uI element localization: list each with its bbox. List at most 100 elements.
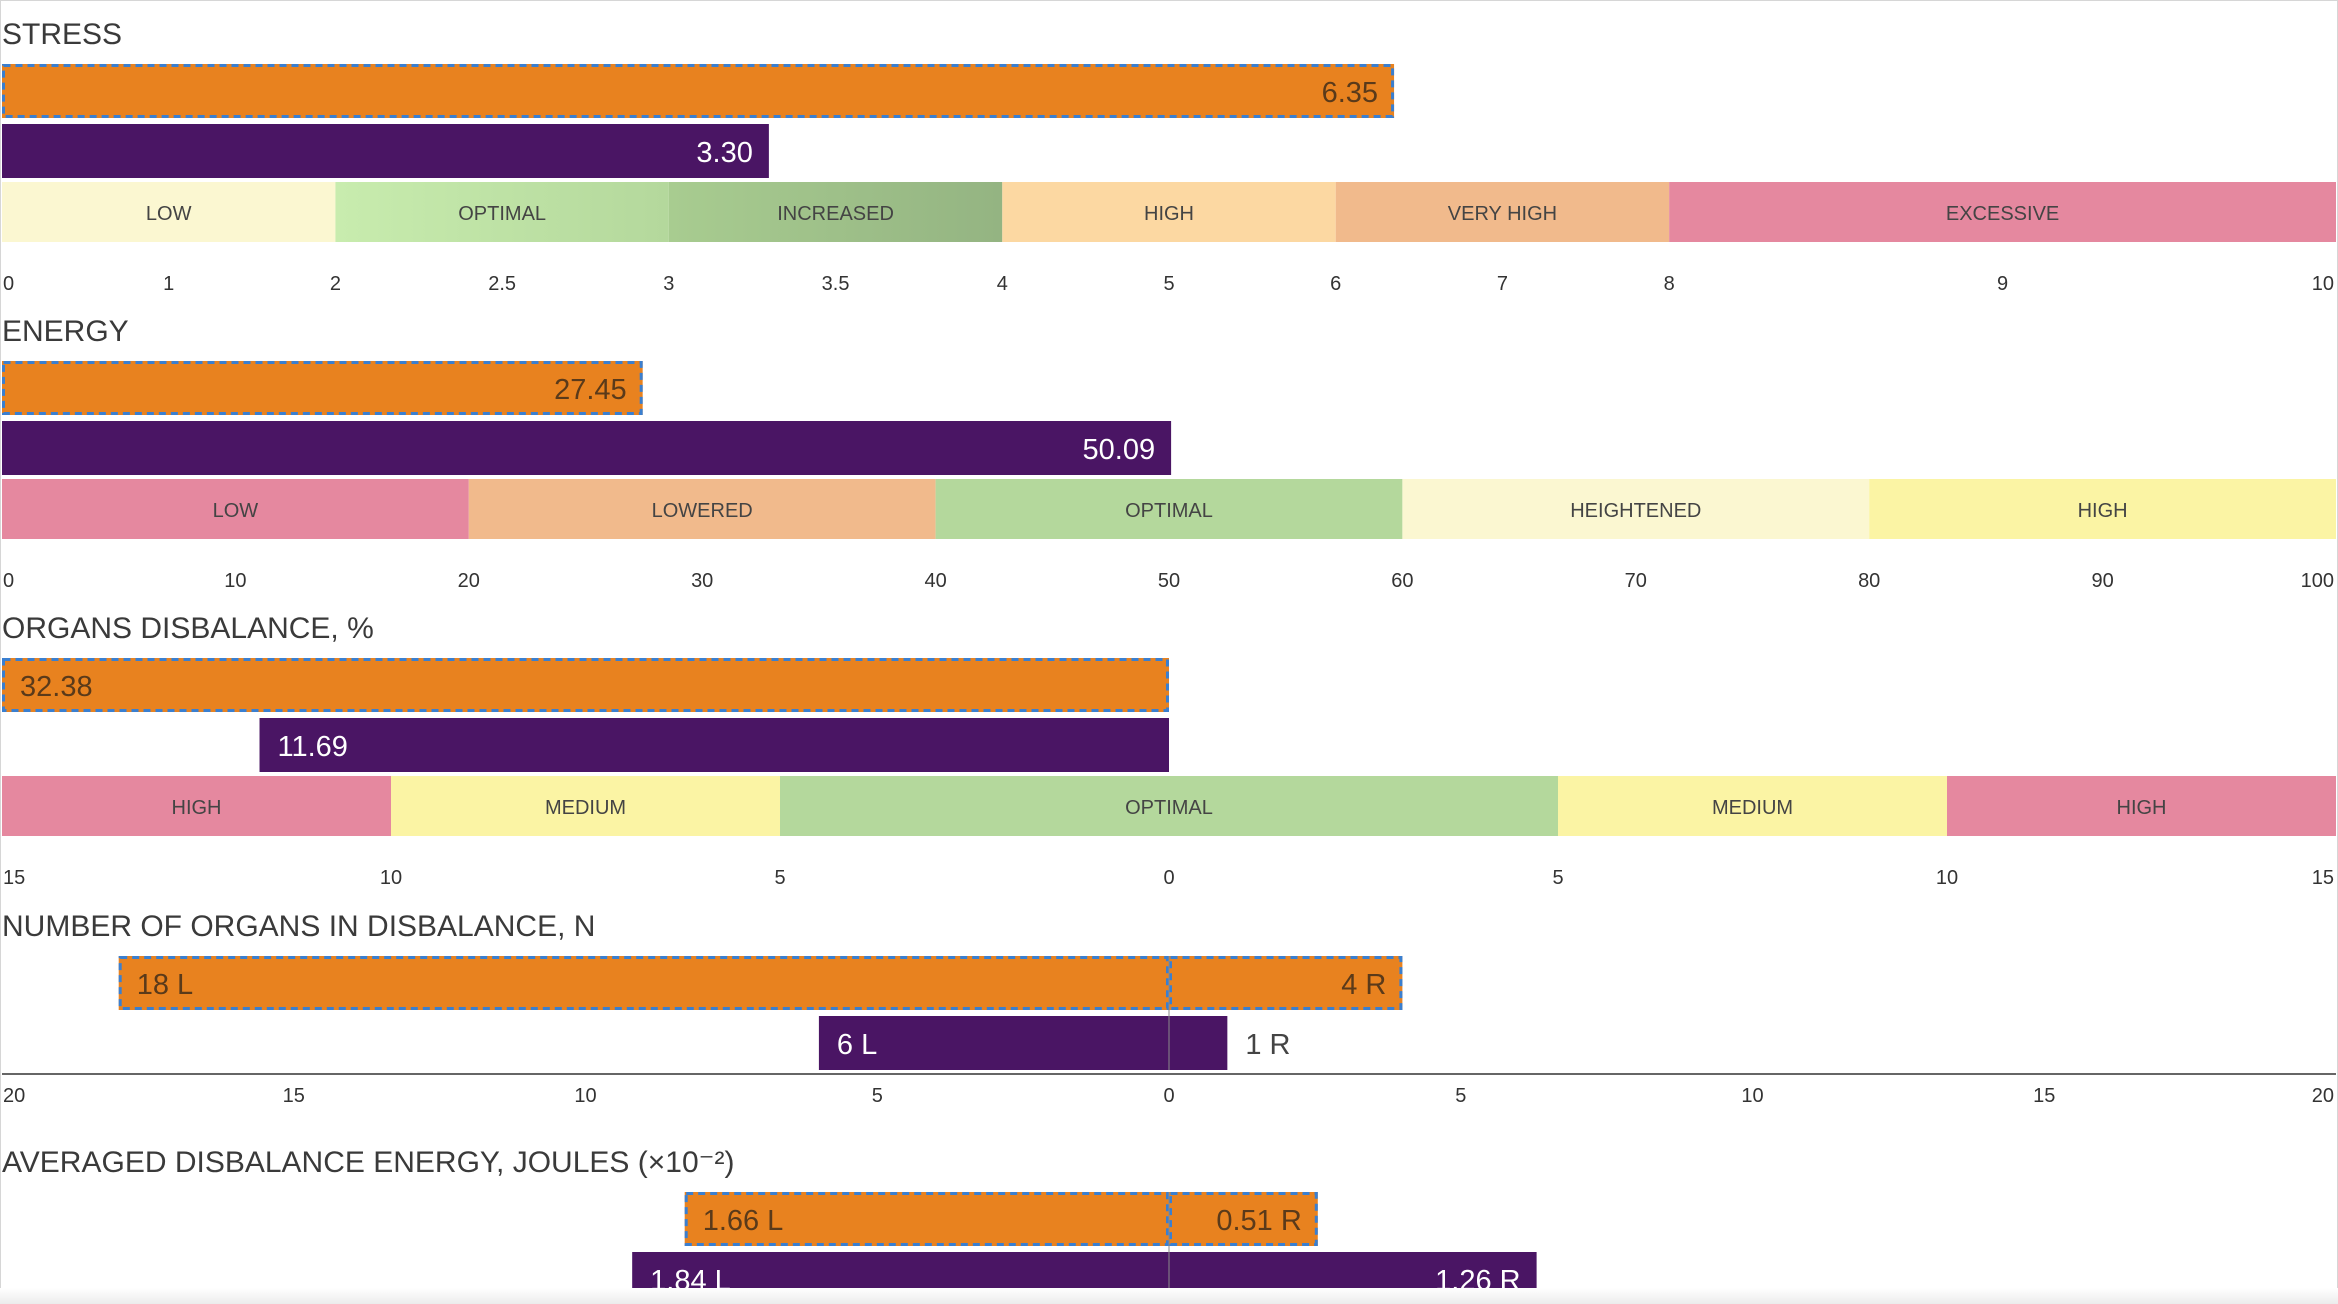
stress-zone-label-2: INCREASED: [777, 203, 894, 225]
energy-tick-8: 80: [1858, 570, 1880, 592]
stress-tick-6: 4: [997, 273, 1008, 295]
stress-tick-1: 1: [163, 273, 174, 295]
organs_disbalance-zone-label-4: HIGH: [2117, 797, 2167, 819]
energy-zone-4: [1869, 479, 2336, 539]
organs_count-tick-7: 15: [2033, 1085, 2055, 1107]
organs_count-bar-current-right-label: 4 R: [1341, 969, 1386, 1001]
organs_disbalance-zone-label-3: MEDIUM: [1712, 797, 1793, 819]
organs_disbalance-tick-1: 10: [380, 867, 402, 889]
organs_disbalance-tick-5: 10: [1936, 867, 1958, 889]
energy-tick-5: 50: [1158, 570, 1180, 592]
energy-tick-10: 100: [2301, 570, 2334, 592]
stress-bar-current-label: 6.35: [1322, 77, 1378, 109]
organs_count-bar-current-left-selection: [118, 956, 1170, 1010]
organs_disbalance-bar-previous[interactable]: [259, 718, 1169, 772]
energy-zone-2: [935, 479, 1403, 539]
organs_count-tick-2: 10: [574, 1085, 596, 1107]
energy-zone-0: [2, 479, 469, 539]
organs_disbalance-bar-previous-label: 11.69: [278, 731, 348, 763]
stress-zone-2: [668, 182, 1003, 242]
organs_count-bar-current-left[interactable]: [118, 956, 1170, 1010]
stress-zone-label-5: EXCESSIVE: [1946, 203, 2059, 225]
organs_disbalance-bar-current[interactable]: [2, 658, 1169, 712]
energy-zone-label-2: OPTIMAL: [1125, 500, 1213, 522]
organs_disbalance-tick-4: 5: [1552, 867, 1563, 889]
organs_count-tick-6: 10: [1741, 1085, 1763, 1107]
energy-tick-3: 30: [691, 570, 713, 592]
averaged_energy-bar-current-left-selection: [684, 1192, 1169, 1246]
energy-bar-current[interactable]: [2, 361, 643, 415]
energy-tick-7: 70: [1625, 570, 1647, 592]
stress-tick-10: 8: [1664, 273, 1675, 295]
stress-bar-current[interactable]: [2, 64, 1395, 118]
stress-tick-5: 3.5: [822, 273, 850, 295]
energy-tick-6: 60: [1391, 570, 1413, 592]
organs_count-tick-0: 20: [3, 1085, 25, 1107]
energy-zone-label-3: HEIGHTENED: [1570, 500, 1701, 522]
energy-tick-2: 20: [458, 570, 480, 592]
averaged_energy-title: AVERAGED DISBALANCE ENERGY, JOULES (×10⁻…: [2, 1146, 734, 1179]
stress-zone-0: [2, 182, 336, 242]
energy-zone-1: [468, 479, 936, 539]
bottom-scroll-fade: [0, 1288, 2338, 1304]
organs_count-tick-1: 15: [283, 1085, 305, 1107]
energy-bar-current-selection: [2, 361, 643, 415]
energy-zone-3: [1402, 479, 1870, 539]
organs_disbalance-tick-6: 15: [2312, 867, 2334, 889]
organs_count-tick-3: 5: [872, 1085, 883, 1107]
stress-tick-7: 5: [1163, 273, 1174, 295]
organs_disbalance-tick-0: 15: [3, 867, 25, 889]
stress-zone-5: [1669, 182, 2336, 242]
organs_disbalance-tick-3: 0: [1163, 867, 1174, 889]
energy-bar-previous-label: 50.09: [1083, 434, 1156, 466]
organs_disbalance-tick-2: 5: [774, 867, 785, 889]
averaged_energy-bar-current-left[interactable]: [684, 1192, 1169, 1246]
stress-zone-label-4: VERY HIGH: [1448, 203, 1557, 225]
organs_count-bar-current-right-selection: [1169, 956, 1403, 1010]
organs_count-tick-5: 5: [1455, 1085, 1466, 1107]
stress-tick-9: 7: [1497, 273, 1508, 295]
stress-bar-previous[interactable]: [2, 124, 769, 178]
averaged_energy-bar-current-right-label: 0.51 R: [1216, 1205, 1301, 1237]
stress-zone-label-3: HIGH: [1144, 203, 1194, 225]
stress-zone-3: [1002, 182, 1336, 242]
organs_disbalance-bar-current-label: 32.38: [20, 671, 93, 703]
stress-tick-8: 6: [1330, 273, 1341, 295]
organs_count-bar-previous-right[interactable]: [1169, 1016, 1228, 1070]
organs_count-bar-current-right[interactable]: [1169, 956, 1403, 1010]
stress-tick-4: 3: [663, 273, 674, 295]
energy-bar-current-label: 27.45: [554, 374, 627, 406]
organs_disbalance-zone-label-1: MEDIUM: [545, 797, 626, 819]
stress-bar-previous-label: 3.30: [696, 137, 752, 169]
stress-zone-4: [1335, 182, 1670, 242]
stress-zone-label-0: LOW: [146, 203, 192, 225]
organs_count-tick-4: 0: [1163, 1085, 1174, 1107]
organs_count-bar-current-left-label: 18 L: [137, 969, 193, 1001]
averaged_energy-bar-current-right[interactable]: [1169, 1192, 1318, 1246]
organs_count-tick-8: 20: [2312, 1085, 2334, 1107]
energy-tick-9: 90: [2091, 570, 2113, 592]
energy-zone-label-1: LOWERED: [652, 500, 753, 522]
organs_disbalance-zone-3: [1558, 776, 1947, 836]
energy-tick-4: 40: [924, 570, 946, 592]
organs_count-title: NUMBER OF ORGANS IN DISBALANCE, N: [2, 910, 595, 943]
organs_disbalance-bar-current-selection: [2, 658, 1169, 712]
organs_disbalance-zone-label-2: OPTIMAL: [1125, 797, 1213, 819]
organs_count-bar-previous-left-label: 6 L: [837, 1029, 877, 1061]
organs_count-bar-previous-left[interactable]: [818, 1016, 1169, 1070]
stress-tick-12: 10: [2312, 273, 2334, 295]
stress-zone-1: [335, 182, 669, 242]
energy-bar-previous[interactable]: [2, 421, 1172, 475]
stress-zone-label-1: OPTIMAL: [458, 203, 546, 225]
organs_count-bar-previous-right-label: 1 R: [1245, 1029, 1290, 1061]
organs_disbalance-zone-label-0: HIGH: [172, 797, 222, 819]
organs_disbalance-title: ORGANS DISBALANCE, %: [2, 612, 374, 645]
organs_disbalance-zone-2: [780, 776, 1558, 836]
stress-tick-0: 0: [3, 273, 14, 295]
stress-tick-11: 9: [1997, 273, 2008, 295]
energy-tick-0: 0: [3, 570, 14, 592]
organs_disbalance-zone-0: [2, 776, 391, 836]
energy-tick-1: 10: [224, 570, 246, 592]
organs_disbalance-zone-4: [1947, 776, 2336, 836]
